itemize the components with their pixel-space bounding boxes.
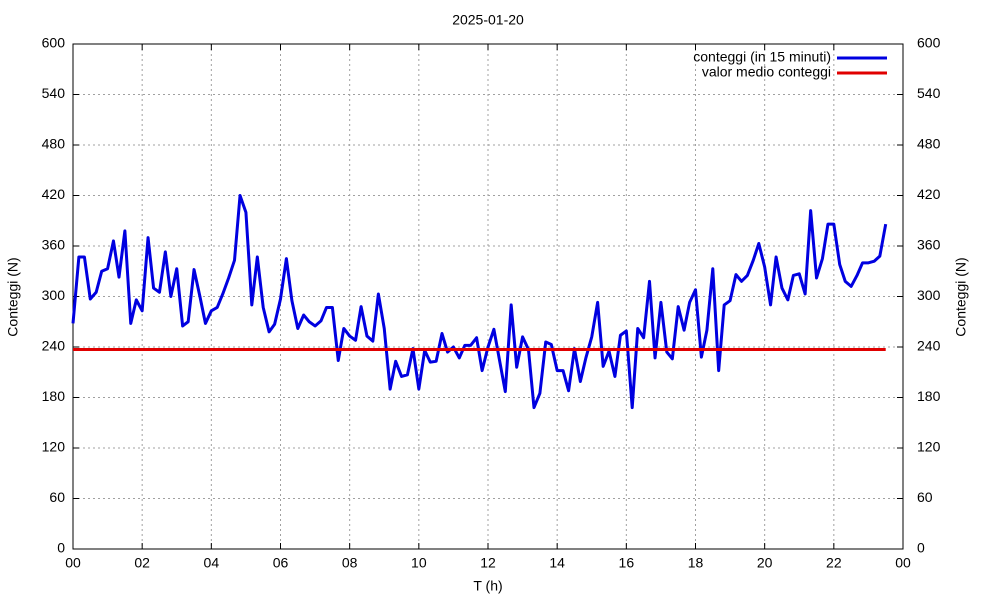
x-tick-label: 02 [134,555,150,571]
x-tick-label: 20 [757,555,773,571]
legend-label: conteggi (in 15 minuti) [693,49,831,65]
y2-tick-label: 420 [917,186,941,202]
y2-tick-label: 180 [917,388,941,404]
y-axis-label: Conteggi (N) [5,257,21,336]
plot-frame [72,43,904,550]
y2-tick-label: 300 [917,287,941,303]
y-tick-label: 600 [42,35,66,51]
x-tick-label: 16 [619,555,635,571]
y2-tick-label: 540 [917,85,941,101]
chart-title: 2025-01-20 [452,12,524,28]
y-tick-label: 0 [57,540,65,556]
y2-tick-label: 480 [917,136,941,152]
y-tick-label: 60 [49,489,65,505]
x-tick-label: 06 [273,555,289,571]
y-tick-label: 300 [42,287,66,303]
y2-tick-label: 600 [917,35,941,51]
x-tick-label: 00 [895,555,911,571]
y-tick-label: 240 [42,338,66,354]
y2-tick-label: 60 [917,489,933,505]
y-tick-label: 480 [42,136,66,152]
y-tick-label: 540 [42,85,66,101]
legend-label: valor medio conteggi [702,64,831,80]
x-tick-label: 08 [342,555,358,571]
y2-tick-label: 120 [917,439,941,455]
y-tick-label: 360 [42,237,66,253]
x-tick-label: 14 [549,555,565,571]
x-tick-label: 00 [65,555,81,571]
y-tick-label: 420 [42,186,66,202]
y2-tick-label: 360 [917,237,941,253]
y-tick-label: 120 [42,439,66,455]
x-axis-label: T (h) [473,578,502,594]
x-tick-label: 10 [411,555,427,571]
x-tick-label: 18 [688,555,704,571]
x-tick-label: 22 [826,555,842,571]
y2-tick-label: 0 [917,540,925,556]
y2-tick-label: 240 [917,338,941,354]
series-line [71,194,888,410]
y-tick-label: 180 [42,388,66,404]
x-tick-label: 04 [204,555,220,571]
x-tick-label: 12 [480,555,496,571]
y2-axis-label: Conteggi (N) [953,257,969,336]
